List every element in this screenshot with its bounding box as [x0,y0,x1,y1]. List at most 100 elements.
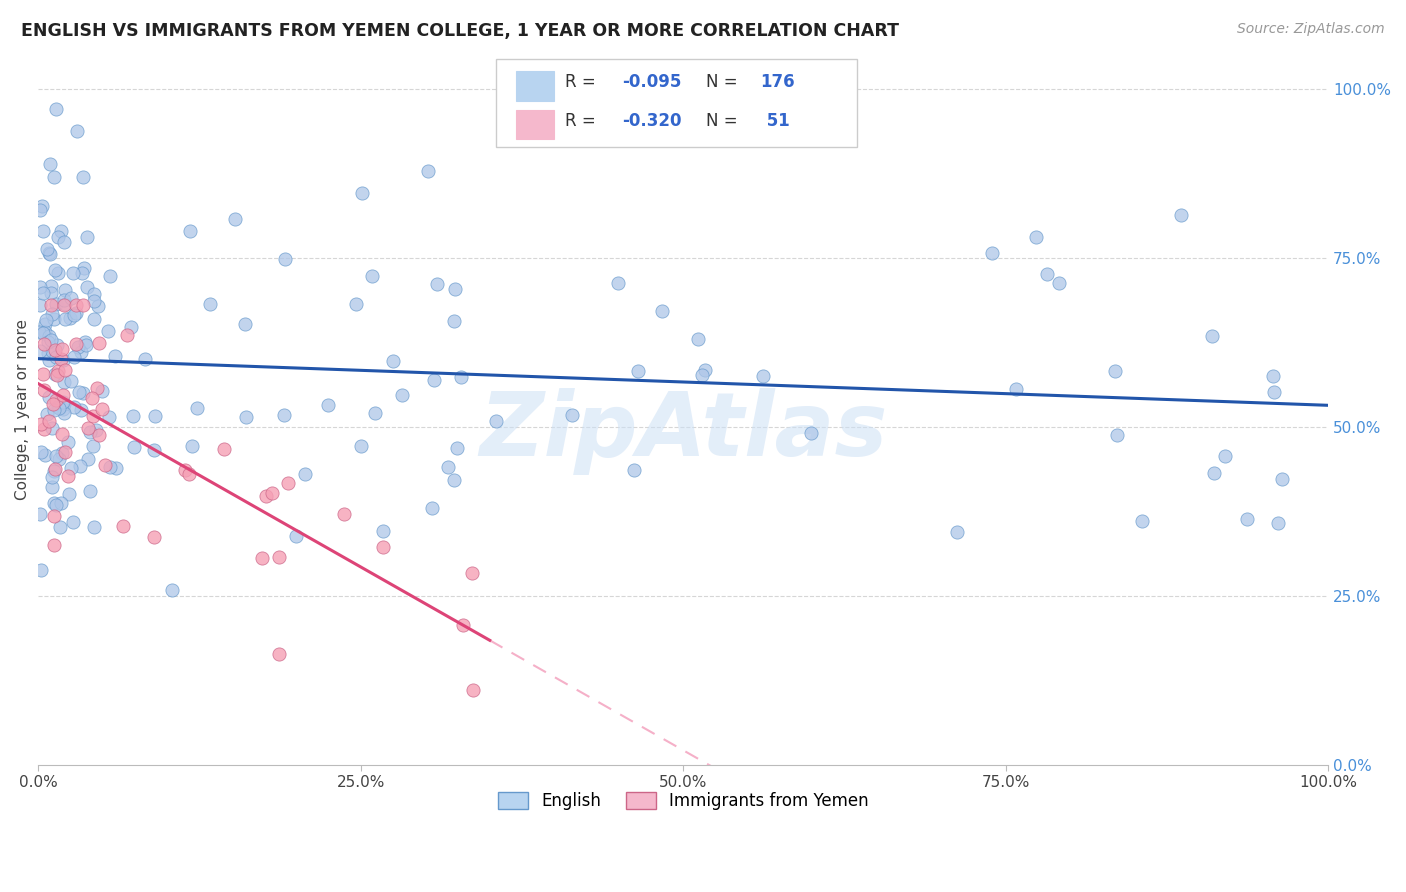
Point [97,409,120,424]
Point [180,439,202,453]
Point [97,324,120,338]
Point [53,293,76,307]
Point [143,530,166,544]
Point [1213,449,1236,463]
Point [122,409,145,423]
Text: Source: ZipAtlas.com: Source: ZipAtlas.com [1237,22,1385,37]
Point [179,224,201,238]
Point [373,524,395,538]
Point [77,452,100,467]
Point [104,460,127,475]
Point [651,304,673,318]
Point [53,297,76,311]
Point [318,398,340,412]
Point [350,186,373,201]
Point [752,368,775,383]
Point [53,397,76,411]
Point [30,344,52,359]
Point [212,442,235,456]
Point [39,286,62,301]
Point [62,266,84,280]
Point [160,583,183,598]
Point [120,320,142,334]
Point [46,230,69,244]
Point [46,400,69,414]
Point [198,297,221,311]
Point [35,312,58,326]
Point [51,401,73,416]
Point [51,395,73,409]
Point [45,297,67,311]
Point [34,337,56,351]
Point [250,551,273,566]
Point [30,507,52,521]
Point [1104,364,1126,378]
Point [39,247,62,261]
Point [42,509,65,524]
Point [111,519,134,533]
Point [485,414,508,428]
Point [46,368,69,382]
Text: ENGLISH VS IMMIGRANTS FROM YEMEN COLLEGE, 1 YEAR OR MORE CORRELATION CHART: ENGLISH VS IMMIGRANTS FROM YEMEN COLLEGE… [21,22,898,40]
Point [34,448,56,462]
Point [51,426,73,441]
Point [30,298,52,312]
Point [31,199,53,213]
Point [38,391,60,405]
Point [87,299,110,313]
Point [41,307,63,321]
Point [37,407,59,421]
Point [31,285,53,300]
Point [451,618,474,632]
Point [262,485,284,500]
Point [41,470,63,484]
Point [58,434,80,449]
Point [45,499,67,513]
FancyBboxPatch shape [496,59,858,147]
Point [83,286,105,301]
Point [254,489,277,503]
Text: -0.095: -0.095 [623,73,682,91]
Point [89,428,111,442]
Point [179,467,201,482]
Point [37,242,59,256]
Point [44,311,66,326]
Point [450,369,472,384]
Point [60,374,83,388]
Point [1263,385,1285,400]
Point [463,683,485,698]
Point [79,425,101,439]
Point [1236,512,1258,526]
Point [70,266,93,280]
Point [173,463,195,477]
Point [350,439,373,453]
Point [72,386,94,401]
Text: N =: N = [706,112,744,130]
Point [69,458,91,473]
Point [1267,516,1289,531]
Point [59,291,82,305]
Point [41,421,63,435]
Point [32,224,55,238]
Point [693,363,716,377]
Point [1170,208,1192,222]
Point [1105,428,1128,442]
Point [277,475,299,490]
Point [44,538,66,552]
Point [443,314,465,328]
Point [946,524,969,539]
Point [800,426,823,441]
Point [1130,514,1153,528]
Point [1036,267,1059,281]
Point [46,266,69,280]
Point [52,388,75,402]
Point [53,235,76,249]
Point [460,566,482,581]
Point [224,212,246,227]
Point [1025,230,1047,244]
Point [65,337,87,351]
Point [1202,467,1225,481]
Point [46,364,69,378]
Text: 51: 51 [761,112,789,130]
Point [94,458,117,472]
